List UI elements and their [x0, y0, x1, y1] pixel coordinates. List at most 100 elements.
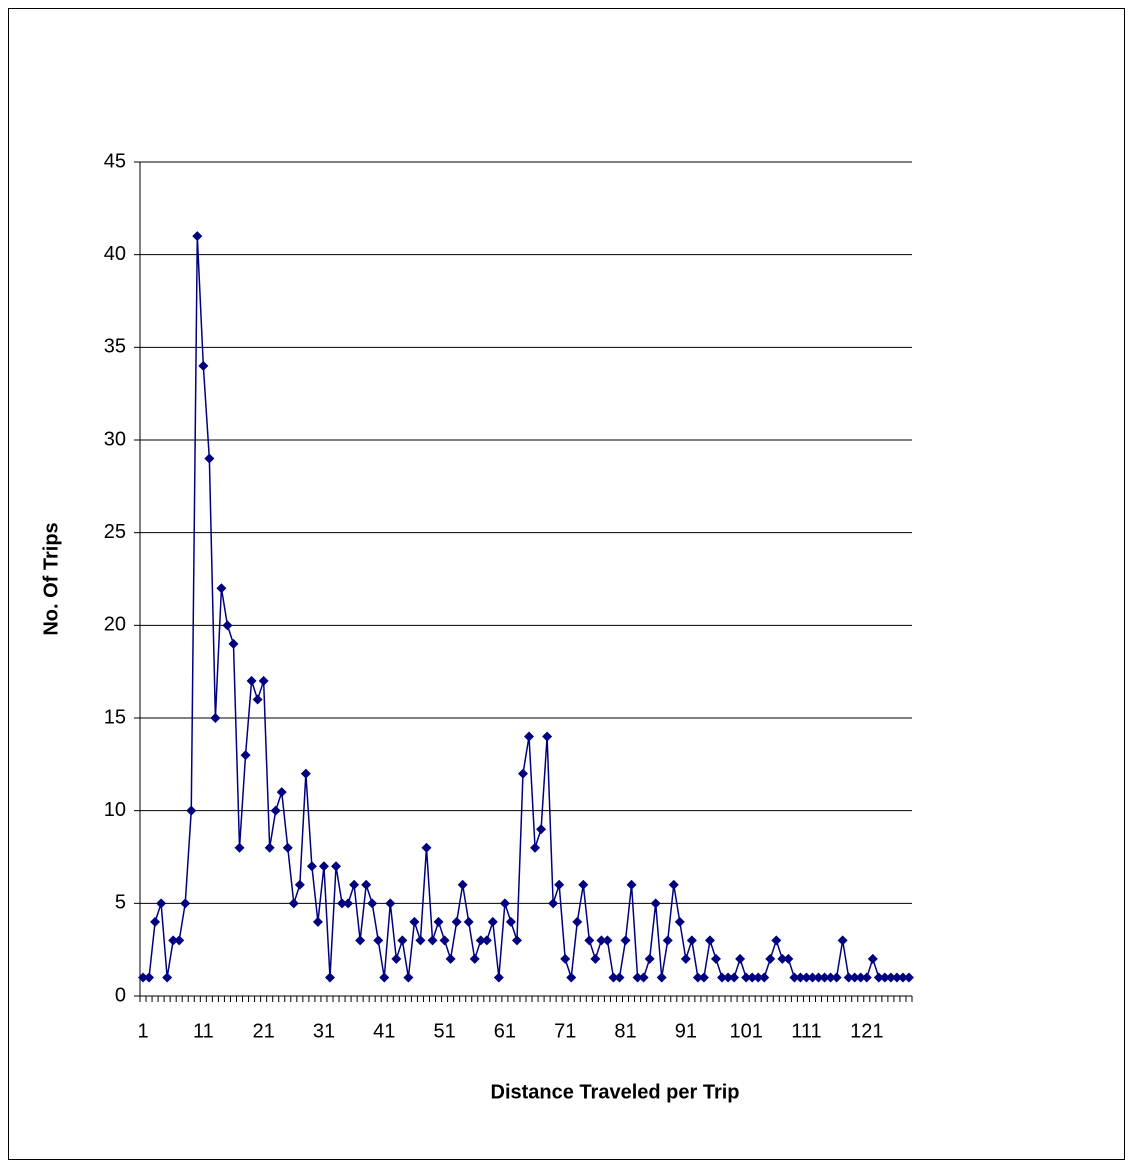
data-point: [801, 972, 812, 983]
data-point: [457, 879, 468, 890]
data-point: [554, 879, 565, 890]
x-tick-label: 111: [791, 1020, 821, 1042]
data-point: [692, 972, 703, 983]
data-point: [807, 972, 818, 983]
data-point: [777, 953, 788, 964]
data-point: [481, 935, 492, 946]
data-point: [729, 972, 740, 983]
data-point: [463, 916, 474, 927]
data-point: [765, 953, 776, 964]
data-point: [294, 879, 305, 890]
data-point: [656, 972, 667, 983]
data-point: [361, 879, 372, 890]
data-point: [379, 972, 390, 983]
data-point: [855, 972, 866, 983]
data-point: [156, 898, 167, 909]
data-point: [638, 972, 649, 983]
data-point: [391, 953, 402, 964]
data-point: [306, 861, 317, 872]
data-point: [511, 935, 522, 946]
y-tick-label: 20: [104, 614, 126, 636]
data-point: [825, 972, 836, 983]
data-point: [620, 935, 631, 946]
data-point: [668, 879, 679, 890]
data-point: [228, 638, 239, 649]
data-point: [409, 916, 420, 927]
data-point: [897, 972, 908, 983]
data-point: [753, 972, 764, 983]
y-tick-label: 40: [104, 243, 126, 265]
data-point: [650, 898, 661, 909]
y-tick-label: 30: [104, 428, 126, 450]
data-point: [234, 842, 245, 853]
data-point: [590, 953, 601, 964]
data-point: [686, 935, 697, 946]
data-point: [879, 972, 890, 983]
data-point: [487, 916, 498, 927]
data-point: [626, 879, 637, 890]
data-point: [373, 935, 384, 946]
data-point: [282, 842, 293, 853]
data-point: [288, 898, 299, 909]
data-point: [343, 898, 354, 909]
data-point: [885, 972, 896, 983]
y-axis-title: No. Of Trips: [40, 522, 62, 635]
x-tick-label: 51: [433, 1020, 455, 1042]
data-point: [324, 972, 335, 983]
data-point: [445, 953, 456, 964]
data-point: [632, 972, 643, 983]
data-point: [735, 953, 746, 964]
data-point: [843, 972, 854, 983]
x-axis-title: Distance Traveled per Trip: [491, 1081, 740, 1103]
data-point: [168, 935, 179, 946]
data-point: [783, 953, 794, 964]
data-point: [439, 935, 450, 946]
data-point: [186, 805, 197, 816]
data-point: [270, 805, 281, 816]
x-tick-label: 81: [614, 1020, 636, 1042]
data-point: [493, 972, 504, 983]
data-point: [602, 935, 613, 946]
data-point: [710, 953, 721, 964]
data-point: [180, 898, 191, 909]
data-point: [723, 972, 734, 983]
x-tick-label: 31: [313, 1020, 335, 1042]
data-point: [427, 935, 438, 946]
x-tick-label: 41: [373, 1020, 395, 1042]
data-point: [831, 972, 842, 983]
x-tick-label: 71: [554, 1020, 576, 1042]
data-point: [174, 935, 185, 946]
data-point: [499, 898, 510, 909]
y-tick-label: 0: [115, 984, 126, 1006]
data-point: [216, 583, 227, 594]
data-point: [138, 972, 149, 983]
data-point: [759, 972, 770, 983]
data-point: [614, 972, 625, 983]
data-point: [674, 916, 685, 927]
data-point: [771, 935, 782, 946]
data-point: [566, 972, 577, 983]
data-point: [530, 842, 541, 853]
chart-frame: [8, 8, 1125, 1160]
data-point: [524, 731, 535, 742]
data-point: [717, 972, 728, 983]
data-point: [795, 972, 806, 983]
data-point: [421, 842, 432, 853]
y-tick-label: 10: [104, 799, 126, 821]
data-point: [349, 879, 360, 890]
data-point: [385, 898, 396, 909]
data-point: [741, 972, 752, 983]
data-point: [240, 750, 251, 761]
data-point: [704, 935, 715, 946]
data-point: [644, 953, 655, 964]
data-point: [312, 916, 323, 927]
data-point: [451, 916, 462, 927]
y-tick-label: 5: [115, 892, 126, 914]
y-tick-label: 35: [104, 336, 126, 358]
data-point: [210, 713, 221, 723]
data-point: [662, 935, 673, 946]
data-point: [318, 861, 329, 872]
data-point: [849, 972, 860, 983]
data-point: [276, 787, 287, 798]
